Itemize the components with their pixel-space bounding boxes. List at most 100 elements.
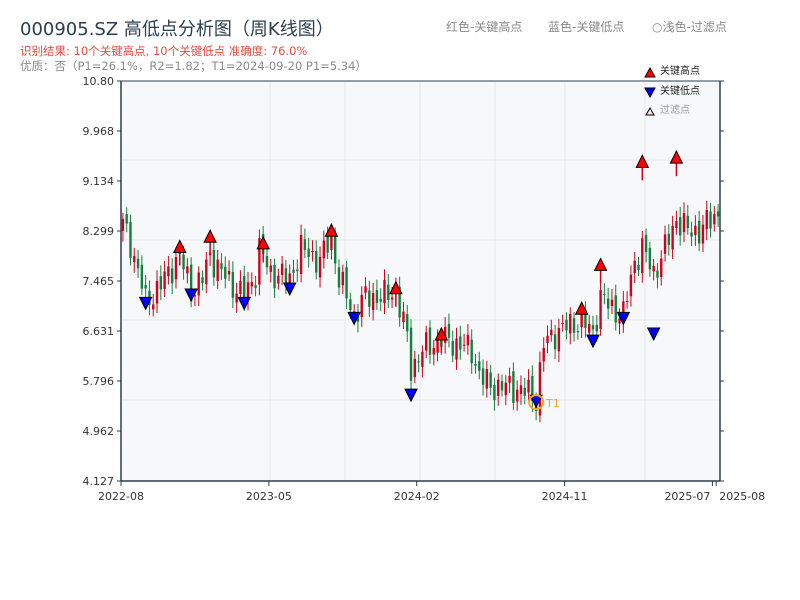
candle-body: [629, 274, 633, 297]
candle-body: [515, 389, 519, 402]
candle-body: [421, 351, 424, 367]
candle-body: [451, 341, 454, 356]
quality-summary: 优质：否（P1=26.1%，R2=1.82；T1=2024-09-20 P1=5…: [20, 59, 367, 73]
candle-body: [519, 385, 523, 394]
candle-body: [231, 272, 235, 298]
key-low-marker: [237, 296, 252, 311]
candle-body: [170, 268, 174, 284]
candle-body: [637, 264, 640, 270]
candle-body: [576, 331, 580, 333]
candle-body: [523, 387, 526, 396]
candle-body: [663, 234, 667, 254]
key-low-marker: [586, 334, 600, 349]
candle-body: [133, 256, 136, 263]
candle-body: [455, 338, 458, 360]
candle-body: [269, 265, 272, 272]
candle-body: [375, 290, 379, 303]
candle-body: [254, 285, 257, 288]
candle-body: [485, 369, 489, 389]
candle-body: [584, 309, 587, 328]
candle-body: [686, 215, 689, 229]
candle-body: [303, 239, 307, 251]
candle-body: [493, 385, 496, 401]
candle-body: [675, 221, 678, 229]
candle-body: [205, 259, 208, 285]
candle-body: [417, 361, 420, 363]
key-high-marker: [256, 235, 270, 250]
candle-body: [478, 361, 481, 371]
candle-body: [379, 298, 382, 302]
candle-body: [682, 213, 686, 232]
candle-body: [538, 362, 542, 416]
candle-body: [531, 375, 534, 402]
key-low-marker: [404, 388, 418, 403]
key-low-marker: [138, 296, 153, 311]
candle-body: [390, 297, 394, 300]
key-low-marker: [282, 282, 297, 297]
candle-body: [186, 266, 189, 274]
candle-body: [243, 276, 246, 302]
hint-filtered: ○浅色-过滤点: [652, 20, 727, 34]
candle-body: [288, 273, 291, 286]
hint-blue-low: 蓝色-关键低点: [548, 20, 625, 34]
candle-body: [155, 280, 159, 304]
candle-body: [360, 294, 363, 318]
candle-body: [265, 255, 269, 268]
candle-body: [163, 271, 166, 289]
candle-body: [227, 270, 231, 275]
key-high-marker: [324, 223, 339, 237]
candle-body: [284, 268, 288, 284]
candle-body: [694, 225, 697, 236]
candle-body: [159, 276, 163, 290]
candle-body: [387, 284, 390, 300]
candle-body: [250, 282, 253, 287]
candle-body: [129, 222, 132, 258]
candle-body: [125, 214, 128, 224]
candle-body: [402, 311, 405, 322]
candle-body: [644, 235, 648, 252]
candle-body: [174, 257, 178, 280]
candle-body: [239, 280, 242, 294]
candle-body: [258, 238, 261, 285]
candle-body: [527, 379, 530, 393]
candle-body: [296, 269, 299, 272]
key-low-marker: [646, 327, 661, 342]
legend-key-high: 关键高点: [660, 66, 700, 77]
candle-body: [716, 211, 720, 217]
y-tick-label: 9.968: [83, 125, 115, 138]
candle-body: [648, 247, 652, 270]
candle-body: [383, 280, 386, 304]
candle-body: [299, 234, 303, 274]
candle-body: [546, 335, 549, 344]
candle-body: [436, 338, 439, 353]
legend-key-low: 关键低点: [660, 86, 700, 97]
candle-body: [152, 304, 155, 310]
candle-body: [337, 267, 341, 288]
key-high-marker: [669, 150, 684, 164]
candle-body: [315, 251, 318, 273]
candle-body: [201, 277, 204, 284]
candle-body: [216, 259, 219, 281]
candle-body: [497, 379, 500, 396]
candle-body: [481, 368, 485, 385]
key-high-marker: [635, 154, 650, 168]
y-tick-label: 10.80: [83, 75, 115, 88]
legend-high-icon: [644, 66, 656, 78]
legend-filtered-icon: [645, 106, 655, 116]
candle-body: [504, 382, 508, 396]
candle-body: [326, 236, 329, 253]
candle-body: [189, 264, 193, 302]
candle-body: [565, 319, 568, 331]
candle-body: [224, 266, 227, 279]
candle-body: [588, 323, 591, 333]
candle-body: [197, 272, 200, 296]
candle-body: [447, 323, 451, 338]
y-tick-label: 9.134: [83, 175, 115, 188]
key-high-marker: [593, 257, 608, 271]
candle-body: [618, 318, 621, 324]
candle-body: [246, 282, 250, 300]
candle-body: [318, 256, 322, 278]
candles: [121, 200, 720, 423]
candle-body: [193, 295, 197, 297]
